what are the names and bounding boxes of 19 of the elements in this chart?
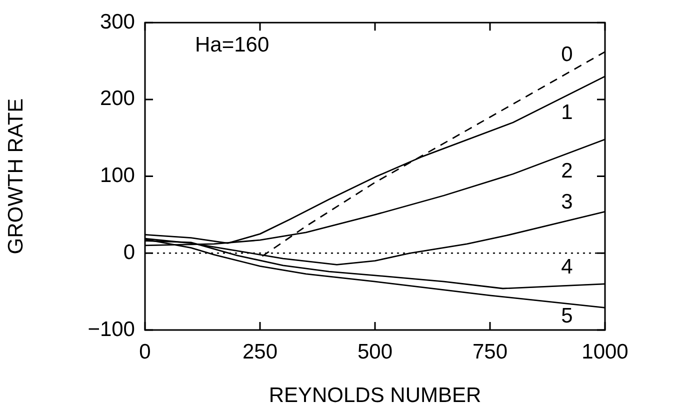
y-tick-label: 0 [123,240,135,264]
x-tick-label: 0 [139,340,151,364]
x-axis-title: REYNOLDS NUMBER [268,384,482,408]
series-label: 0 [561,43,573,66]
x-tick-label: 750 [472,340,508,364]
x-tick-label: 500 [357,340,393,364]
series-label: 3 [561,190,573,214]
x-tick-label: 250 [242,340,278,364]
y-tick-label: 200 [100,87,135,110]
legend-label: 1 [561,101,573,124]
y-tick-label: 300 [100,10,135,34]
legend-label: 5 [561,304,573,328]
y-tick-label: 100 [100,164,135,188]
legend-label: 4 [561,255,574,278]
legend-label: 2 [561,159,573,182]
y-axis-title: GROWTH RATE [4,98,28,254]
y-tick-label: −100 [88,318,135,341]
annotation: Ha=160 [195,33,270,56]
x-tick-label: 1000 [582,340,628,364]
